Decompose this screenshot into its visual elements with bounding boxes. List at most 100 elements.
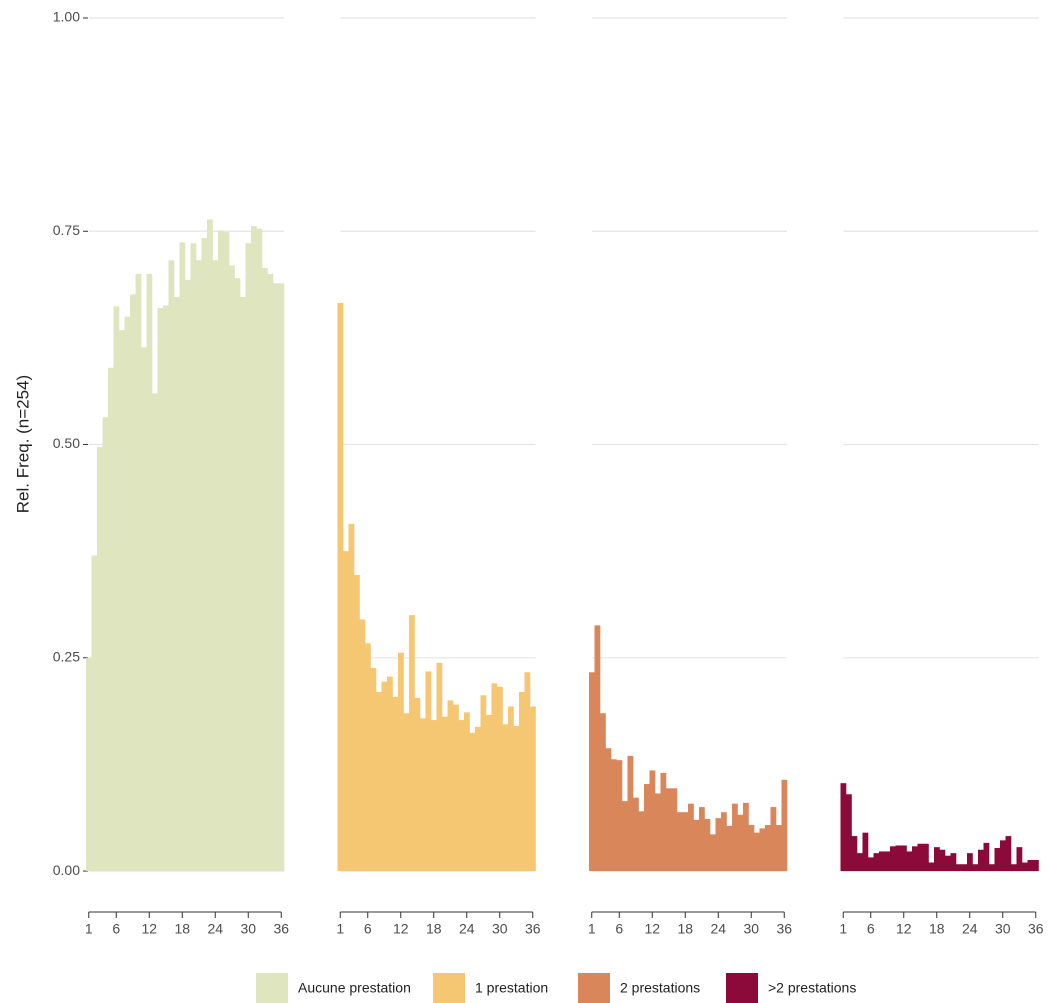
bar <box>759 828 766 872</box>
legend-swatch <box>433 973 465 1003</box>
bar <box>278 283 285 872</box>
bar <box>633 797 639 872</box>
bar <box>978 849 984 872</box>
bar <box>86 657 92 872</box>
bar <box>950 853 957 872</box>
x-tick-label: 30 <box>240 921 256 937</box>
bar <box>442 716 448 872</box>
bar <box>765 824 771 872</box>
bar <box>168 260 175 872</box>
bar <box>989 864 995 872</box>
bar <box>644 784 650 872</box>
bar <box>245 243 252 872</box>
bar <box>337 302 344 872</box>
bar <box>458 720 465 872</box>
bar <box>704 819 711 872</box>
bar <box>879 851 885 872</box>
bar <box>152 393 158 872</box>
bar <box>491 683 498 872</box>
bar <box>895 845 902 872</box>
bar <box>857 853 863 872</box>
bar <box>688 803 694 872</box>
bar <box>638 811 645 872</box>
x-tick-label: 6 <box>112 921 120 937</box>
bar <box>234 278 241 872</box>
x-tick-label: 12 <box>644 921 660 937</box>
bar <box>594 625 601 872</box>
legend-swatch <box>256 973 288 1003</box>
bar <box>743 802 749 872</box>
bar <box>130 294 136 872</box>
bar <box>1027 859 1034 872</box>
bar <box>524 672 531 872</box>
bar <box>267 273 274 872</box>
bar <box>348 523 355 872</box>
bar <box>447 700 454 872</box>
bar <box>108 367 114 872</box>
bar <box>1016 847 1023 872</box>
y-tick-label: 0.50 <box>53 435 80 451</box>
bar <box>649 770 656 872</box>
bar <box>890 846 896 872</box>
bar <box>497 686 503 872</box>
x-tick-label: 36 <box>776 921 792 937</box>
y-tick-label: 0.00 <box>53 862 80 878</box>
bar <box>754 832 760 872</box>
bar <box>1000 840 1006 872</box>
legend-label: >2 prestations <box>768 980 856 996</box>
x-tick-label: 18 <box>677 921 693 937</box>
bar <box>141 347 147 872</box>
bar <box>660 772 667 872</box>
x-tick-label: 24 <box>710 921 726 937</box>
bar <box>513 726 520 872</box>
bar <box>840 783 847 872</box>
bar <box>530 706 536 872</box>
bar <box>956 864 962 872</box>
bar <box>436 662 443 872</box>
bar <box>354 575 360 872</box>
bar <box>994 848 1001 872</box>
bar <box>961 864 968 872</box>
bar <box>862 832 869 872</box>
bar <box>387 676 393 872</box>
bar <box>431 720 437 872</box>
bar <box>605 748 612 872</box>
bar <box>480 695 487 872</box>
bar <box>425 671 432 872</box>
x-tick-label: 1 <box>336 921 344 937</box>
bar <box>464 712 470 872</box>
x-tick-label: 18 <box>426 921 442 937</box>
bar <box>923 843 929 872</box>
x-tick-label: 6 <box>867 921 875 937</box>
bar <box>201 238 208 872</box>
bar <box>939 849 946 872</box>
bar <box>124 316 131 872</box>
x-tick-label: 12 <box>393 921 409 937</box>
x-tick-label: 36 <box>1028 921 1044 937</box>
bar <box>666 788 672 872</box>
x-tick-label: 18 <box>929 921 945 937</box>
bar <box>196 260 202 872</box>
bar <box>273 283 279 872</box>
bar <box>671 788 678 872</box>
y-axis-label: Rel. Freq. (n=254) <box>13 375 32 513</box>
legend-label: Aucune prestation <box>298 980 411 996</box>
bar <box>475 726 481 872</box>
bar <box>737 814 744 872</box>
bar <box>370 668 377 872</box>
bar <box>600 713 606 872</box>
bar <box>655 793 661 872</box>
bar <box>1033 859 1039 872</box>
x-tick-label: 1 <box>839 921 847 937</box>
bar <box>381 681 388 872</box>
bar <box>119 330 125 872</box>
bar <box>420 718 426 872</box>
bar <box>343 551 349 872</box>
bar <box>682 812 689 872</box>
bar <box>868 857 874 872</box>
bar <box>934 847 940 872</box>
bar <box>359 619 366 872</box>
legend-label: 2 prestations <box>620 980 700 996</box>
x-tick-label: 24 <box>207 921 223 937</box>
x-tick-label: 12 <box>896 921 912 937</box>
